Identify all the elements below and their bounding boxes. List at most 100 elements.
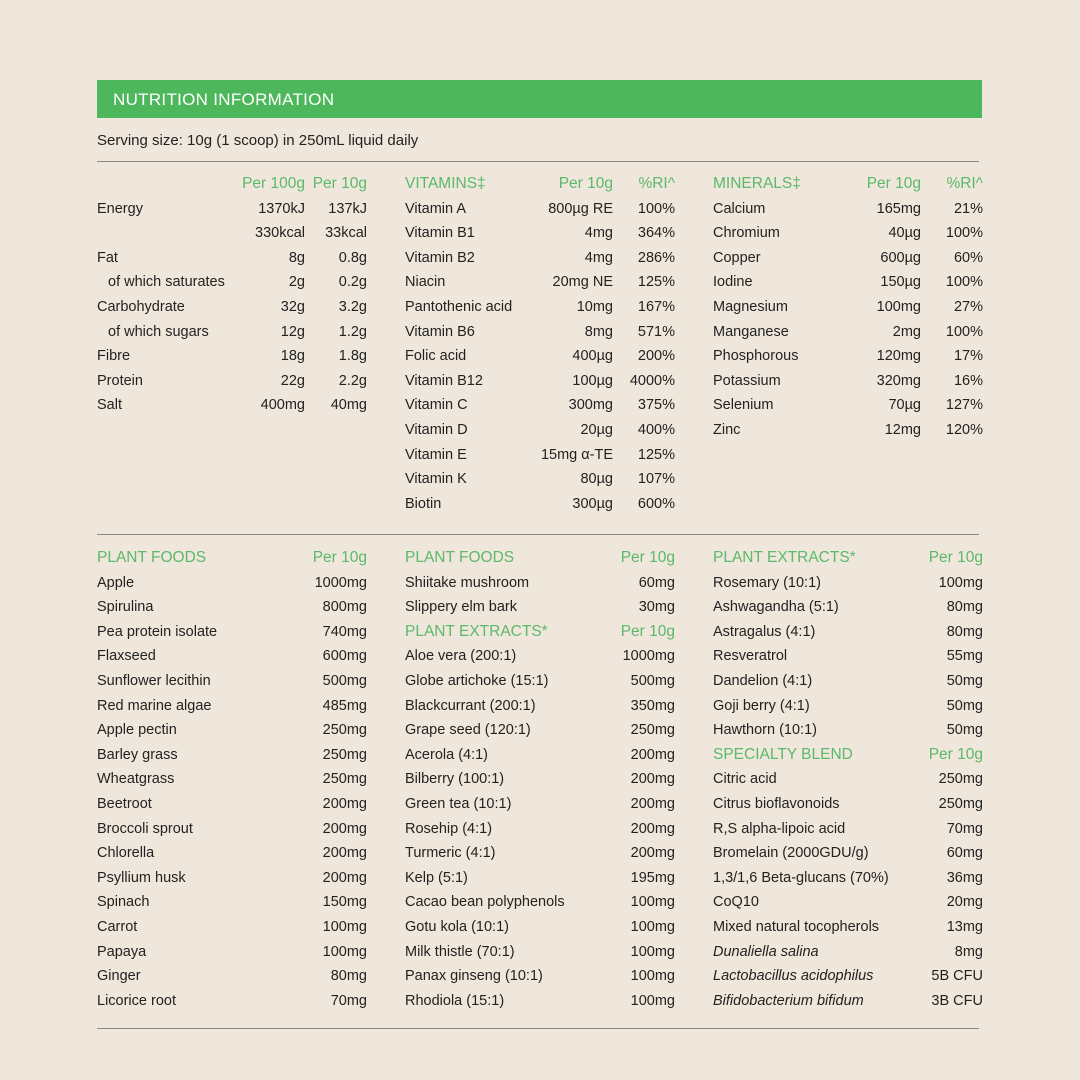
ingredient-amount: 100mg	[938, 574, 983, 591]
nutrient-name: Niacin	[405, 274, 446, 291]
ingredient-name: Hawthorn (10:1)	[713, 722, 817, 739]
ingredient-amount: 500mg	[322, 672, 367, 689]
table-row: Fat 8g 0.8g	[97, 246, 367, 271]
ingredient-row: Cacao bean polyphenols 100mg	[405, 890, 675, 915]
ingredient-row: Chlorella 200mg	[97, 841, 367, 866]
ingredient-amount: 70mg	[330, 992, 367, 1009]
ingredient-row: Kelp (5:1) 195mg	[405, 866, 675, 891]
ingredient-amount: 195mg	[630, 869, 675, 886]
table-row: Folic acid 400µg 200%	[405, 344, 675, 369]
table-row: Vitamin B1 4mg 364%	[405, 221, 675, 246]
ingredient-name: Green tea (10:1)	[405, 795, 512, 812]
section-title: PLANT FOODS	[405, 549, 515, 566]
divider	[97, 534, 979, 535]
ingredient-row: Milk thistle (70:1) 100mg	[405, 940, 675, 965]
table-row: of which sugars 12g 1.2g	[97, 320, 367, 345]
ingredient-row: Astragalus (4:1) 80mg	[713, 620, 983, 645]
nutrient-name: Vitamin B2	[405, 249, 475, 266]
ingredient-row: Citrus bioflavonoids 250mg	[713, 792, 983, 817]
per10g-value: 4mg	[584, 249, 613, 266]
table-row: Vitamin B6 8mg 571%	[405, 320, 675, 345]
ingredient-row: Sunflower lecithin 500mg	[97, 669, 367, 694]
per10g-value: 3.2g	[338, 298, 367, 315]
nutrient-name: Copper	[713, 249, 761, 266]
ingredient-name: Beetroot	[97, 795, 152, 812]
table-row: Vitamin B2 4mg 286%	[405, 246, 675, 271]
nutrient-name: Vitamin B6	[405, 323, 475, 340]
ingredient-amount: 250mg	[630, 722, 675, 739]
ingredient-row: Turmeric (4:1) 200mg	[405, 841, 675, 866]
table-row: 330kcal 33kcal	[97, 221, 367, 246]
per10g-value: 100mg	[876, 298, 921, 315]
ingredient-row: Rosemary (10:1) 100mg	[713, 571, 983, 596]
ingredient-amount: 200mg	[322, 869, 367, 886]
ingredient-amount: 100mg	[630, 992, 675, 1009]
ri-value: 364%	[637, 225, 675, 242]
ingredient-amount: 250mg	[322, 746, 367, 763]
ingredient-row: Wheatgrass 250mg	[97, 767, 367, 792]
ingredient-name: Astragalus (4:1)	[713, 623, 816, 640]
ri-value: 100%	[945, 323, 983, 340]
ingredient-row: Carrot 100mg	[97, 915, 367, 940]
ingredient-amount: 100mg	[630, 918, 675, 935]
ingredient-name: Cacao bean polyphenols	[405, 894, 565, 911]
ingredient-row: Rhodiola (15:1) 100mg	[405, 989, 675, 1014]
section-title: PLANT EXTRACTS*	[405, 622, 548, 640]
per10g-value: 15mg α-TE	[540, 446, 613, 463]
ri-value: 100%	[945, 225, 983, 242]
ri-value: 375%	[637, 397, 675, 414]
nutrient-name: of which sugars	[108, 323, 209, 340]
ingredient-name: Bifidobacterium bifidum	[713, 992, 864, 1009]
ingredient-row: Spirulina 800mg	[97, 595, 367, 620]
ingredient-row: Apple pectin 250mg	[97, 718, 367, 743]
section-unit: Per 10g	[620, 549, 675, 566]
ri-value: 286%	[637, 249, 675, 266]
ingredient-amount: 250mg	[938, 795, 983, 812]
ingredient-name: Flaxseed	[97, 648, 156, 665]
ingredient-row: Aloe vera (200:1) 1000mg	[405, 644, 675, 669]
ingredient-amount: 80mg	[946, 623, 983, 640]
ingredient-amount: 100mg	[630, 894, 675, 911]
ingredient-name: Resveratrol	[713, 648, 788, 665]
per10g-value: 80µg	[580, 471, 613, 488]
ingredient-row: Bilberry (100:1) 200mg	[405, 767, 675, 792]
ingredient-row: Mixed natural tocopherols 13mg	[713, 915, 983, 940]
ingredient-name: Rhodiola (15:1)	[405, 992, 505, 1009]
table-row: Energy 1370kJ 137kJ	[97, 197, 367, 222]
per100g-value: 1370kJ	[258, 200, 305, 217]
ingredient-name: Lactobacillus acidophilus	[713, 968, 874, 985]
ingredient-amount: 80mg	[946, 599, 983, 616]
ingredient-row: Hawthorn (10:1) 50mg	[713, 718, 983, 743]
ingredient-amount: 500mg	[630, 672, 675, 689]
ingredient-row: Shiitake mushroom 60mg	[405, 571, 675, 596]
nutrient-name: Vitamin E	[405, 446, 467, 463]
per10g-value: 20µg	[580, 421, 613, 438]
header-ri: %RI^	[946, 175, 983, 192]
ingredient-amount: 80mg	[330, 968, 367, 985]
ingredient-amount: 600mg	[322, 648, 367, 665]
table-row: Biotin 300µg 600%	[405, 492, 675, 517]
ingredient-name: Slippery elm bark	[405, 599, 518, 616]
nutrient-name: Fat	[97, 249, 118, 266]
bottom-column-3: PLANT EXTRACTS* Per 10g Rosemary (10:1) 100…	[713, 546, 983, 1013]
ingredient-row: Psyllium husk 200mg	[97, 866, 367, 891]
table-header: Per 100g Per 10g	[97, 172, 367, 197]
ingredient-name: Broccoli sprout	[97, 820, 193, 837]
ingredient-name: Gotu kola (10:1)	[405, 918, 509, 935]
ri-value: 200%	[637, 348, 675, 365]
nutrient-name: Iodine	[713, 274, 753, 291]
ingredient-amount: 150mg	[322, 894, 367, 911]
per10g-value: 150µg	[880, 274, 921, 291]
ingredient-name: Rosehip (4:1)	[405, 820, 493, 837]
ingredient-amount: 200mg	[630, 746, 675, 763]
ingredient-amount: 200mg	[630, 771, 675, 788]
ingredient-amount: 36mg	[946, 869, 983, 886]
header-per10g: Per 10g	[312, 175, 367, 192]
per10g-value: 1.8g	[338, 348, 367, 365]
divider	[97, 161, 979, 162]
section-title: SPECIALTY BLEND	[713, 745, 853, 763]
ingredient-row: Grape seed (120:1) 250mg	[405, 718, 675, 743]
table-row: Vitamin D 20µg 400%	[405, 418, 675, 443]
ingredient-name: Psyllium husk	[97, 869, 186, 886]
ingredient-row: 1,3/1,6 Beta-glucans (70%) 36mg	[713, 866, 983, 891]
